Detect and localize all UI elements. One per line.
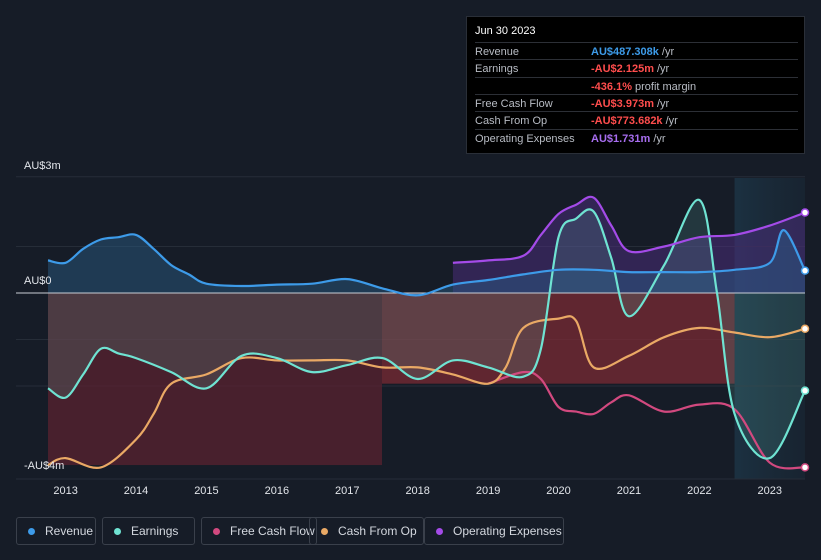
series-end-marker — [800, 324, 810, 334]
tooltip-row-label: Operating Expenses — [475, 132, 575, 145]
tooltip-row: Revenue AU$487.308k/yr — [475, 42, 798, 60]
series-end-marker — [800, 208, 810, 217]
tooltip-row: Operating Expenses AU$1.731m/yr — [475, 128, 798, 147]
legend-label: Free Cash Flow — [230, 524, 315, 538]
tooltip-row-unit: /yr — [665, 115, 678, 128]
tooltip-row-value: -AU$2.125m/yr — [591, 63, 670, 76]
tooltip-row-value: AU$487.308k/yr — [591, 46, 675, 58]
x-tick-label: 2018 — [405, 485, 430, 497]
legend-item[interactable]: Free Cash Flow — [201, 517, 317, 545]
series-line-earnings — [47, 198, 806, 460]
x-tick-label: 2022 — [687, 485, 712, 497]
tooltip-row-label: Revenue — [475, 46, 520, 58]
legend-dot-icon — [321, 528, 328, 535]
series-end-marker — [800, 463, 810, 472]
series-line-revenue — [47, 229, 806, 297]
tooltip-row-value: -AU$773.682k/yr — [591, 115, 678, 128]
x-tick-label: 2015 — [194, 485, 219, 497]
opex-area — [452, 196, 805, 293]
x-tick-label: 2014 — [123, 485, 149, 497]
tooltip-date: Jun 30 2023 — [475, 25, 536, 37]
legend-item[interactable]: Revenue — [16, 517, 96, 545]
legend-item[interactable]: Operating Expenses — [424, 517, 564, 545]
y-tick-label-top: AU$3m — [24, 160, 61, 172]
tooltip-row: Earnings -AU$2.125m/yr — [475, 59, 798, 77]
legend-dot-icon — [436, 528, 443, 535]
legend-item[interactable]: Cash From Op — [309, 517, 424, 545]
series-line-operating-expenses — [452, 195, 806, 264]
tooltip-row-unit: /yr — [656, 63, 670, 76]
tooltip-row-unit: /yr — [656, 97, 670, 110]
legend-item[interactable]: Earnings — [102, 517, 195, 545]
y-tick-label-bottom: -AU$4m — [24, 460, 65, 472]
x-tick-label: 2013 — [53, 485, 78, 497]
tooltip-row-label: Earnings — [475, 63, 519, 76]
x-tick-label: 2020 — [546, 485, 571, 497]
series-end-marker — [800, 386, 810, 395]
y-tick-label-zero: AU$0 — [24, 275, 52, 287]
tooltip-row-value: AU$1.731m/yr — [591, 132, 666, 145]
x-tick-label: 2016 — [264, 485, 290, 497]
tooltip-row: Free Cash Flow -AU$3.973m/yr — [475, 93, 798, 112]
tooltip-row-unit: /yr — [661, 46, 675, 58]
tooltip-row-label: Cash From Op — [475, 115, 548, 128]
legend-dot-icon — [28, 528, 35, 535]
x-tick-label: 2019 — [475, 485, 501, 497]
tooltip-row: -436.1% profit margin — [475, 76, 798, 95]
fcf-area-mid — [382, 293, 735, 384]
legend-dot-icon — [114, 528, 121, 535]
tooltip-row-unit: profit margin — [634, 80, 697, 93]
legend-label: Cash From Op — [338, 524, 417, 538]
x-tick-label: 2017 — [335, 485, 360, 497]
earnings-area — [48, 199, 805, 459]
legend-label: Revenue — [45, 524, 94, 538]
tooltip-row: Cash From Op -AU$773.682k/yr — [475, 111, 798, 129]
legend-label: Operating Expenses — [453, 524, 562, 538]
tooltip-row-value: -AU$3.973m/yr — [591, 97, 670, 110]
x-tick-label: 2023 — [757, 485, 783, 497]
tooltip-row-label: Free Cash Flow — [475, 97, 553, 110]
legend-label: Earnings — [131, 524, 179, 538]
tooltip-row-unit: /yr — [653, 132, 666, 145]
series-line-free-cash-flow — [487, 370, 806, 470]
legend-dot-icon — [213, 528, 220, 535]
tooltip-row-value: -436.1% profit margin — [591, 80, 697, 93]
fcf-area-early — [48, 293, 382, 466]
data-tooltip: Jun 30 2023 Revenue AU$487.308k/yr Earning… — [466, 16, 805, 154]
x-tick-label: 2021 — [616, 485, 642, 497]
series-end-marker — [800, 266, 810, 275]
